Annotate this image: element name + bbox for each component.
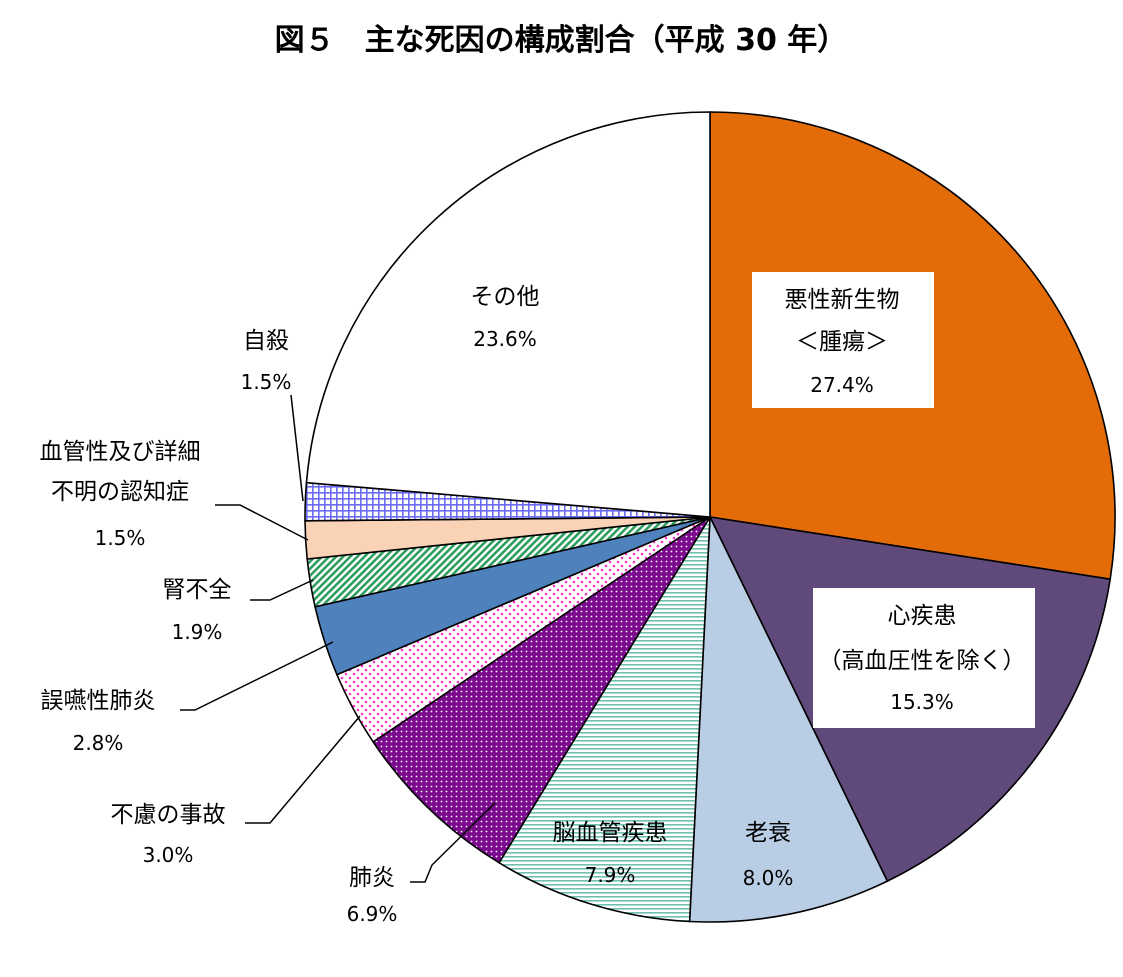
slice-name-label-1: （高血圧性を除く） (819, 648, 1026, 674)
slice-value-label-3: 7.9% (585, 863, 636, 887)
leader-line-9 (290, 394, 304, 502)
slice-value-label-0: 27.4% (810, 373, 874, 397)
label-box-1 (813, 588, 1035, 728)
slice-value-label-8: 1.5% (95, 526, 146, 550)
pie-slice-4 (372, 516, 711, 864)
slice-name-label-1: 心疾患 (888, 603, 957, 629)
leader-line-8 (215, 504, 309, 541)
slice-name-label-8: 不明の認知症 (51, 479, 189, 505)
slice-name-label-4: 肺炎 (349, 865, 395, 891)
slice-name-label-9: 自殺 (243, 328, 289, 354)
slice-name-label-2: 老衰 (745, 820, 791, 846)
slice-name-label-7: 腎不全 (163, 577, 232, 603)
slice-name-label-6: 誤嚥性肺炎 (41, 688, 156, 714)
slice-name-label-0: ＜腫瘍＞ (796, 329, 888, 355)
pie-slice-10 (305, 111, 711, 518)
leader-line-4 (410, 802, 496, 883)
slice-name-label-10: その他 (471, 284, 540, 310)
slice-labels: 悪性新生物 ＜腫瘍＞ 27.4% 心疾患 （高血圧性を除く） 15.3% 老衰 8.0% 脳血管… (40, 272, 1035, 926)
slice-value-label-7: 1.9% (172, 620, 223, 644)
pie-slice-3 (498, 516, 711, 923)
pie-slice-2 (688, 516, 889, 923)
leader-lines (180, 394, 496, 883)
leader-line-6 (180, 641, 334, 711)
slice-name-label-5: 不慮の事故 (111, 802, 226, 828)
slice-value-label-1: 15.3% (890, 690, 954, 714)
leader-line-7 (250, 579, 314, 601)
slice-value-label-5: 3.0% (143, 843, 194, 867)
slice-value-label-6: 2.8% (73, 731, 124, 755)
leader-line-5 (245, 715, 361, 824)
slice-value-label-2: 8.0% (743, 866, 794, 890)
label-box-0 (752, 272, 934, 408)
slice-value-label-10: 23.6% (473, 327, 537, 351)
slice-name-label-8: 血管性及び詳細 (40, 439, 201, 465)
pie-slices (304, 111, 1116, 923)
slice-value-label-9: 1.5% (241, 370, 292, 394)
chart-title: 図５ 主な死因の構成割合（平成 30 年） (275, 23, 848, 58)
slice-name-label-0: 悪性新生物 (785, 287, 900, 313)
slice-value-label-4: 6.9% (347, 902, 398, 926)
slice-name-label-3: 脳血管疾患 (553, 820, 668, 846)
